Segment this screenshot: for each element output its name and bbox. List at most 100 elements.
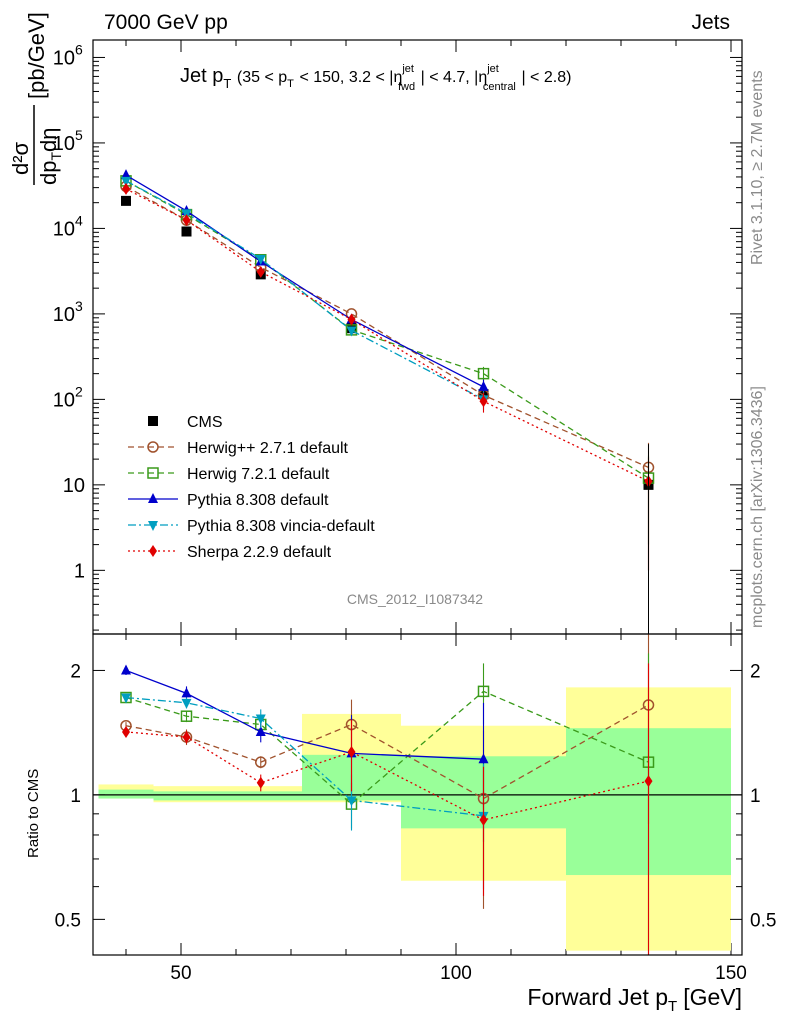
legend-entry-cms: CMS — [148, 414, 223, 431]
series-vincia — [121, 176, 489, 411]
data-point-vincia-3 — [346, 326, 357, 337]
ratio-point-herwig7-1 — [180, 710, 193, 722]
data-point-pythia-0 — [121, 169, 131, 180]
data-point-cms-1 — [181, 226, 192, 237]
legend-label-herwig7: Herwig 7.2.1 default — [187, 466, 330, 483]
ratio-point-sherpa-3 — [347, 745, 356, 758]
uncertainty-band-inner-0 — [98, 789, 154, 799]
x-axis-label: Forward Jet pT [GeV] — [527, 984, 742, 1015]
ratio-point-sherpa-4 — [479, 813, 488, 826]
main-y-tick-label: 10 — [63, 475, 85, 497]
ratio-point-herwigpp-2 — [255, 756, 267, 768]
main-y-tick-exponent: 6 — [75, 41, 83, 57]
x-label-unit: [GeV] — [683, 984, 742, 1010]
legend-entry-vincia: Pythia 8.308 vincia-default — [128, 518, 375, 535]
legend-marker-herwigpp — [147, 441, 159, 453]
ratio-point-vincia-3 — [346, 796, 357, 807]
main-y-tick-label: 10 — [53, 218, 75, 240]
ratio-y-tick-label-right: 0.5 — [750, 910, 776, 931]
ratio-point-herwig7-4 — [477, 685, 490, 698]
data-point-sherpa-4 — [479, 395, 488, 408]
ratio-point-pythia-0 — [121, 664, 131, 675]
main-y-tick-label: 10 — [53, 133, 75, 155]
series-line-herwig7 — [125, 180, 649, 479]
y-label-denominator: dpTdη — [36, 127, 64, 185]
ratio-point-sherpa-2 — [256, 776, 265, 789]
main-y-label: d²σ dpTdη [pb/GeV] — [8, 12, 64, 185]
x-label-main: Forward Jet p — [527, 984, 668, 1010]
data-point-sherpa-3 — [347, 313, 356, 326]
legend-entry-pythia: Pythia 8.308 default — [128, 492, 329, 509]
ratio-line-herwig7 — [125, 690, 649, 805]
y-label-den: dp — [36, 161, 61, 185]
x-tick-label: 50 — [170, 963, 191, 984]
ratio-point-pythia-4 — [478, 753, 489, 764]
series-line-pythia — [125, 174, 484, 388]
legend-marker-herwig7 — [147, 467, 159, 479]
main-y-tick-label: 10 — [53, 47, 75, 69]
ratio-point-sherpa-1 — [182, 731, 191, 744]
uncertainty-band-inner-1 — [153, 791, 302, 801]
y-label-numerator: d²σ — [8, 141, 33, 175]
legend-entry-sherpa: Sherpa 2.2.9 default — [128, 544, 332, 561]
title-cut4: | < 2.8) — [521, 69, 571, 86]
ratio-point-sherpa-0 — [122, 725, 130, 738]
legend-label-cms: CMS — [187, 414, 223, 431]
title-cut-sub: T — [287, 78, 294, 90]
title-fwd-sup: jet — [401, 63, 414, 75]
ratio-point-vincia-1 — [181, 698, 192, 709]
title-fwd-sub: fwd — [398, 81, 415, 93]
y-label-den2: dη — [36, 127, 61, 151]
ratio-point-vincia-0 — [121, 693, 131, 704]
x-tick-label: 100 — [440, 963, 472, 984]
ratio-point-vincia-2 — [255, 714, 266, 725]
title-cen-sup: jet — [486, 63, 499, 75]
ratio-y-tick-label-left: 2 — [70, 661, 81, 682]
ratio-line-sherpa — [125, 731, 649, 821]
legend-label-sherpa: Sherpa 2.2.9 default — [187, 544, 332, 561]
ratio-y-tick-label-right: 1 — [750, 786, 761, 807]
header-energy-label: 7000 GeV pp — [104, 11, 228, 34]
data-point-sherpa-0 — [122, 182, 130, 195]
main-y-tick-exponent: 4 — [75, 212, 83, 228]
title-cut: (35 < p — [237, 69, 287, 86]
ratio-series-sherpa — [122, 663, 653, 955]
main-title: Jet pT (35 < pT < 150, 3.2 < |ηjet fwd | … — [180, 63, 571, 95]
ratio-y-tick-label-left: 1 — [70, 786, 81, 807]
title-cut2: < 150, 3.2 < |η — [299, 69, 402, 86]
series-line-sherpa — [125, 188, 649, 482]
data-point-cms-0 — [121, 195, 131, 206]
y-label-den-sub: T — [48, 152, 64, 161]
ratio-y-tick-label-left: 0.5 — [55, 910, 81, 931]
legend-marker-vincia — [148, 521, 158, 531]
x-tick-label: 150 — [715, 963, 747, 984]
main-y-tick-label: 10 — [53, 304, 75, 326]
ratio-point-sherpa-5 — [644, 775, 653, 788]
data-point-vincia-0 — [121, 176, 131, 187]
header-process-label: Jets — [691, 11, 730, 34]
data-point-sherpa-1 — [182, 214, 191, 227]
mcplots-source-label: mcplots.cern.ch [arXiv:1306.3436] — [749, 386, 766, 628]
title-main-sub: T — [223, 76, 231, 91]
data-point-pythia-4 — [478, 380, 489, 391]
y-label-unit: [pb/GeV] — [24, 12, 49, 99]
ratio-line-herwigpp — [125, 704, 649, 800]
main-y-tick-label: 1 — [74, 560, 85, 582]
legend-entry-herwigpp: Herwig++ 2.7.1 default — [128, 440, 349, 457]
legend-marker-cms — [148, 416, 158, 426]
legend-marker-sherpa — [149, 545, 157, 557]
ratio-y-label: Ratio to CMS — [25, 769, 42, 858]
series-herwigpp — [120, 180, 655, 571]
data-point-herwig7-4 — [477, 367, 490, 380]
rivet-version-label: Rivet 3.1.10, ≥ 2.7M events — [749, 70, 766, 265]
ratio-panel: 50 100 150 0.5 0.5 1 1 2 2 — [55, 633, 776, 984]
ratio-point-pythia-1 — [181, 687, 192, 698]
series-line-herwigpp — [125, 185, 649, 469]
legend-entry-herwig7: Herwig 7.2.1 default — [128, 466, 330, 483]
main-y-tick-exponent: 3 — [75, 298, 83, 314]
legend-label-pythia: Pythia 8.308 default — [187, 492, 329, 509]
legend-label-vincia: Pythia 8.308 vincia-default — [187, 518, 375, 535]
legend-label-herwigpp: Herwig++ 2.7.1 default — [187, 440, 349, 457]
